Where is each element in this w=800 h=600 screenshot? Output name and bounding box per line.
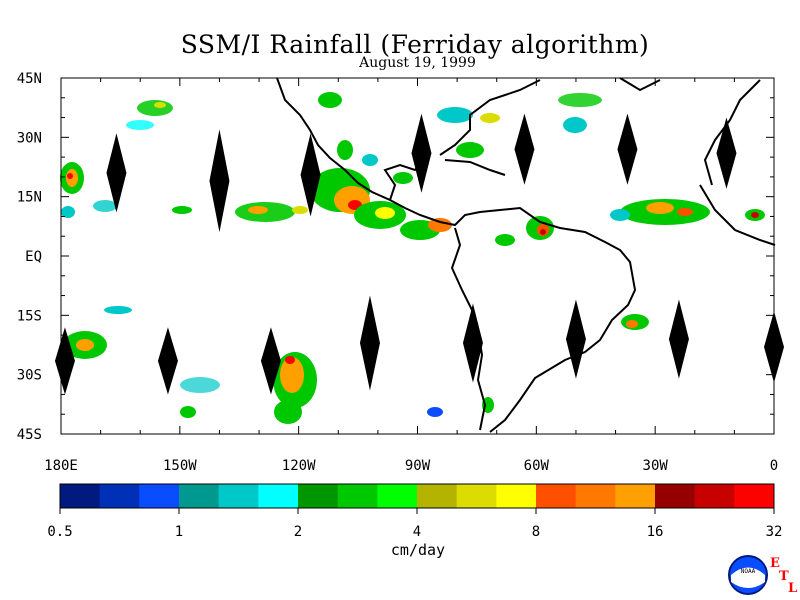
lon-label-150w: 150W: [163, 458, 197, 474]
colorbar-swatch-0: [60, 484, 101, 508]
colorbar-swatch-14: [615, 484, 656, 508]
lon-label-120w: 120W: [282, 458, 316, 474]
colorbar-tick-0: 0.5: [47, 524, 72, 540]
noaa-logo: NOAA: [728, 555, 768, 595]
swath-gap-11: [462, 303, 483, 383]
lat-label-30s: 30S: [17, 368, 42, 384]
colorbar-swatch-16: [694, 484, 735, 508]
colorbar-swatch-2: [139, 484, 180, 508]
swath-gap-9: [260, 327, 281, 395]
colorbar-swatch-6: [298, 484, 339, 508]
lon-label-30w: 30W: [643, 458, 669, 474]
swath-gap-14: [764, 311, 784, 383]
rainfall-field: [60, 92, 765, 424]
swath-gap-7: [54, 327, 75, 395]
swath-gap-8: [157, 327, 178, 395]
colorbar-swatch-3: [179, 484, 220, 508]
swath-gap-4: [514, 113, 535, 185]
etl-letter-l: L: [788, 581, 798, 596]
lon-label-0: 0: [770, 458, 778, 474]
colorbar-swatch-8: [377, 484, 418, 508]
swath-gap-0: [106, 133, 127, 213]
lat-label-15s: 15S: [17, 308, 42, 324]
lat-label-eq: EQ: [25, 249, 42, 265]
lon-label-90w: 90W: [405, 458, 431, 474]
colorbar-swatch-12: [536, 484, 577, 508]
colorbar-tick-2: 2: [294, 524, 302, 540]
colorbar-swatch-7: [337, 484, 378, 508]
lon-label-60w: 60W: [524, 458, 550, 474]
etl-letter-t: T: [779, 569, 789, 584]
colorbar-swatch-13: [575, 484, 616, 508]
coastlines: [276, 77, 776, 433]
map-date: August 19, 1999: [359, 55, 476, 71]
swath-gap-6: [716, 117, 737, 189]
colorbar-swatch-10: [456, 484, 497, 508]
colorbar-tick-5: 16: [647, 524, 664, 540]
lat-label-45n: 45N: [17, 71, 42, 87]
swath-gap-10: [359, 295, 380, 391]
swath-gap-13: [668, 299, 689, 379]
colorbar: 0.5 1 2 4 8 16 32: [47, 483, 783, 540]
lat-label-15n: 15N: [17, 190, 42, 206]
colorbar-tick-3: 4: [413, 524, 421, 540]
lon-label-180e: 180E: [44, 458, 78, 474]
swath-gap-12: [565, 299, 586, 379]
swath-gaps: [54, 113, 784, 395]
lat-label-45s: 45S: [17, 427, 42, 443]
colorbar-swatch-9: [417, 484, 458, 508]
swath-gap-5: [617, 113, 638, 185]
lat-label-30n: 30N: [17, 130, 42, 146]
colorbar-swatch-4: [218, 484, 259, 508]
colorbar-tick-6: 32: [766, 524, 783, 540]
latitude-axis: 45N 30N 15N EQ 15S 30S 45S: [17, 71, 774, 443]
noaa-logo-text: NOAA: [741, 568, 756, 575]
colorbar-tick-4: 8: [532, 524, 540, 540]
swath-gap-3: [411, 113, 432, 193]
colorbar-swatch-11: [496, 484, 537, 508]
map-title: SSM/I Rainfall (Ferriday algorithm): [180, 30, 650, 59]
etl-letter-e: E: [770, 556, 780, 571]
colorbar-tick-1: 1: [175, 524, 183, 540]
colorbar-swatch-1: [99, 484, 140, 508]
colorbar-swatch-5: [258, 484, 299, 508]
swath-gap-2: [300, 133, 321, 217]
longitude-axis: 180E 150W 120W 90W 60W 30W 0: [44, 78, 778, 474]
colorbar-swatch-17: [734, 484, 775, 508]
colorbar-unit: cm/day: [391, 541, 445, 559]
swath-gap-1: [209, 129, 230, 233]
colorbar-swatch-15: [655, 484, 696, 508]
